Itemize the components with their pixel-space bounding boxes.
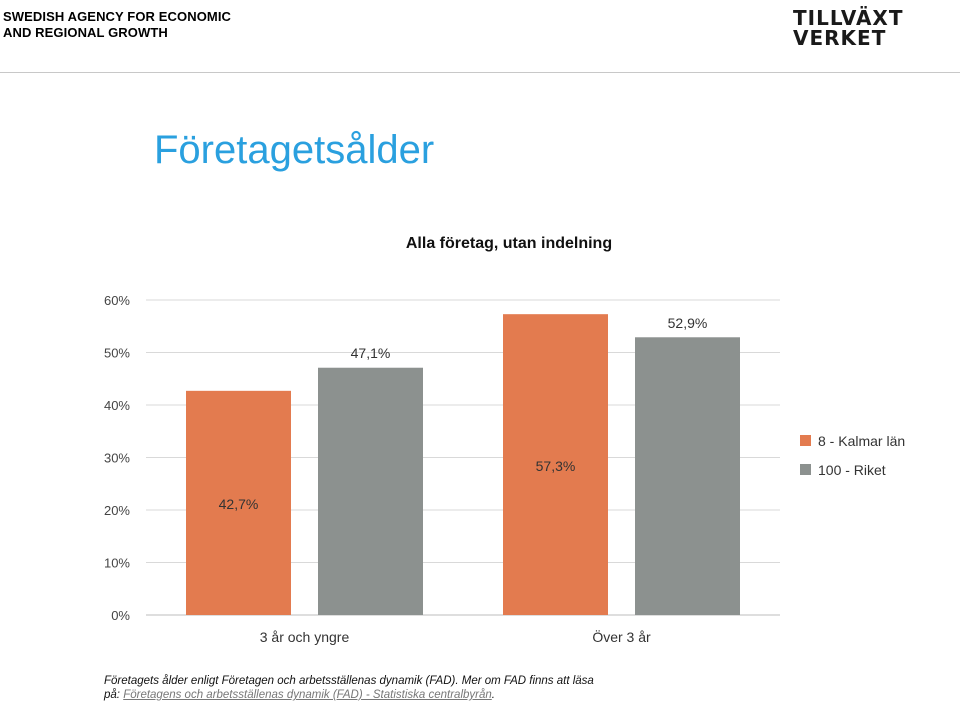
y-tick-label: 0%: [111, 608, 130, 623]
footnote-line1: Företagets ålder enligt Företagen och ar…: [104, 674, 864, 688]
bar-riket: [635, 337, 740, 615]
legend-label: 8 - Kalmar län: [818, 433, 905, 449]
y-tick-label: 10%: [104, 556, 130, 571]
footnote-line2: på: Företagens och arbetsställenas dynam…: [104, 688, 864, 702]
y-tick-label: 60%: [104, 293, 130, 308]
chart-title: Alla företag, utan indelning: [406, 235, 612, 252]
x-tick-label: 3 år och yngre: [260, 629, 350, 645]
x-tick-label: Över 3 år: [592, 628, 651, 645]
legend-label: 100 - Riket: [818, 462, 886, 478]
footnote-prefix: på:: [104, 689, 123, 701]
y-tick-label: 50%: [104, 346, 130, 361]
data-label: 47,1%: [351, 345, 391, 361]
scb-fad-link[interactable]: Företagens och arbetsställenas dynamik (…: [123, 689, 492, 701]
y-tick-label: 20%: [104, 503, 130, 518]
y-tick-label: 30%: [104, 451, 130, 466]
source-footnote: Företagets ålder enligt Företagen och ar…: [104, 674, 864, 702]
bar-riket: [318, 368, 423, 615]
data-label: 57,3%: [536, 458, 576, 474]
data-label: 52,9%: [668, 315, 708, 331]
y-tick-label: 40%: [104, 398, 130, 413]
footnote-suffix: .: [492, 689, 495, 701]
legend-swatch: [800, 464, 811, 475]
legend-swatch: [800, 435, 811, 446]
data-label: 42,7%: [219, 496, 259, 512]
